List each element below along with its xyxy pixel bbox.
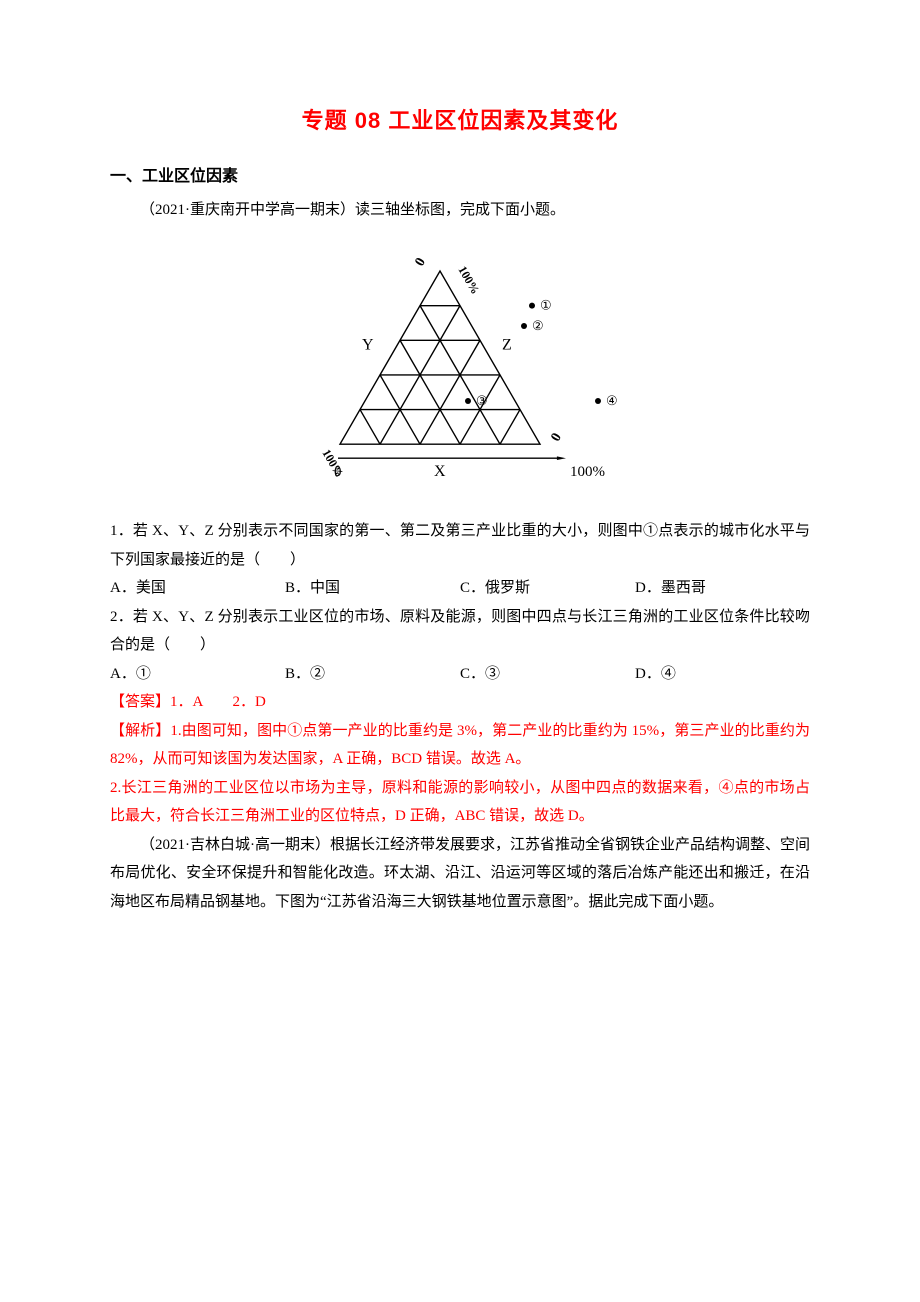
q1-opt-b: B．中国 [285, 574, 460, 603]
q2-opt-a: A．① [110, 660, 285, 689]
analysis-1: 【解析】1.由图可知，图中①点第一产业的比重约是 3%，第二产业的比重约为 15… [110, 717, 810, 774]
intro-1: （2021·重庆南开中学高一期末）读三轴坐标图，完成下面小题。 [110, 196, 810, 225]
svg-text:100%: 100% [319, 446, 346, 479]
svg-text:①: ① [540, 297, 552, 312]
svg-text:Y: Y [362, 336, 374, 353]
q1-opt-d: D．墨西哥 [635, 574, 810, 603]
q1-opt-a: A．美国 [110, 574, 285, 603]
q2-opt-d: D．④ [635, 660, 810, 689]
svg-text:0: 0 [412, 255, 428, 269]
triaxial-diagram: ①②③④0X100%YZ100%100%00 [110, 231, 810, 512]
svg-text:Z: Z [502, 336, 512, 353]
q2-options: A．① B．② C．③ D．④ [110, 660, 810, 689]
section-heading-1: 一、工业区位因素 [110, 162, 810, 192]
svg-text:100%: 100% [570, 464, 605, 480]
analysis-2: 2.长江三角洲的工业区位以市场为主导，原料和能源的影响较小，从图中四点的数据来看… [110, 774, 810, 831]
answer-line: 【答案】1．A 2．D [110, 688, 810, 717]
svg-text:0: 0 [548, 430, 564, 444]
q1-opt-c: C．俄罗斯 [460, 574, 635, 603]
q1-stem: 1．若 X、Y、Z 分别表示不同国家的第一、第二及第三产业比重的大小，则图中①点… [110, 517, 810, 574]
svg-text:100%: 100% [455, 263, 482, 296]
svg-text:③: ③ [476, 393, 488, 408]
svg-text:X: X [434, 463, 446, 480]
q2-stem: 2．若 X、Y、Z 分别表示工业区位的市场、原料及能源，则图中四点与长江三角洲的… [110, 603, 810, 660]
q2-opt-c: C．③ [460, 660, 635, 689]
svg-text:②: ② [532, 318, 544, 333]
svg-text:④: ④ [606, 393, 618, 408]
page-title: 专题 08 工业区位因素及其变化 [110, 100, 810, 142]
q1-options: A．美国 B．中国 C．俄罗斯 D．墨西哥 [110, 574, 810, 603]
passage-2: （2021·吉林白城·高一期末）根据长江经济带发展要求，江苏省推动全省钢铁企业产… [110, 831, 810, 917]
q2-opt-b: B．② [285, 660, 460, 689]
